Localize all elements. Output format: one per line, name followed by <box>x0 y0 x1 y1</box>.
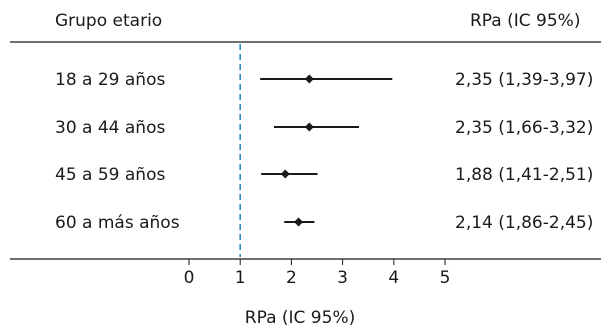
row-label: 45 a 59 años <box>55 165 165 185</box>
ci-text: 2,14 (1,86-2,45) <box>455 213 593 233</box>
point-estimate <box>304 74 314 84</box>
ci-text: 2,35 (1,39-3,97) <box>455 70 593 90</box>
row-label: 60 a más años <box>55 213 180 233</box>
row-label: 30 a 44 años <box>55 118 165 138</box>
left-column-header: Grupo etario <box>55 11 162 31</box>
x-tick-label: 1 <box>235 268 246 288</box>
x-tick-label: 3 <box>337 268 348 288</box>
point-estimate <box>304 122 314 132</box>
x-tick-label: 5 <box>440 268 451 288</box>
rows-layer: 18 a 29 años 2,35 (1,39-3,97) 30 a 44 años… <box>55 44 593 257</box>
row-label: 18 a 29 años <box>55 70 165 90</box>
ci-text: 1,88 (1,41-2,51) <box>455 165 593 185</box>
x-tick-label: 0 <box>184 268 195 288</box>
x-axis-label: RPa (IC 95%) <box>245 308 355 328</box>
right-column-header: RPa (IC 95%) <box>470 11 580 31</box>
ci-text: 2,35 (1,66-3,32) <box>455 118 593 138</box>
point-estimate <box>294 217 304 227</box>
point-estimate <box>280 169 290 179</box>
x-axis: 0 1 2 3 4 5 <box>184 259 451 288</box>
x-tick-label: 4 <box>388 268 399 288</box>
x-tick-label: 2 <box>286 268 297 288</box>
